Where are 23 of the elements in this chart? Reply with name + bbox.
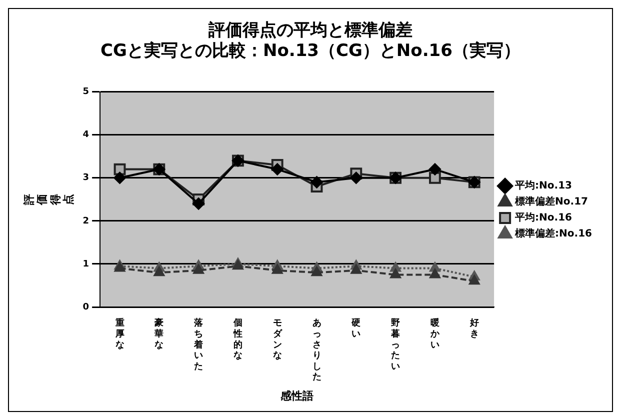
y-tick-label: 2	[82, 216, 90, 226]
x-axis-title: 感性語	[280, 389, 314, 402]
chart-title: 評価得点の平均と標準偏差 CGと実写との比較：No.13（CG）とNo.16（実写）	[100, 20, 520, 62]
x-tick-label: 重厚な	[114, 318, 124, 350]
y-tick-label: 1	[82, 259, 90, 270]
x-tick-label: 豪華な	[154, 318, 164, 350]
y-tick-label: 0	[82, 302, 90, 312]
x-tick-label: あっさりした	[312, 318, 322, 383]
x-tick-label: 好き	[468, 318, 479, 340]
x-tick-label: 落ち着いた	[193, 318, 204, 372]
legend-label: 平均:No.13	[514, 180, 572, 192]
legend-label: 標準偏差:No.16	[514, 228, 592, 240]
y-axis-title: 評価得点	[22, 194, 76, 206]
y-tick-label: 3	[82, 173, 90, 184]
x-tick-label: 野暮ったい	[390, 318, 400, 372]
y-tick-label: 4	[82, 130, 90, 140]
legend-label: 平均:No.16	[514, 212, 572, 224]
x-tick-label: 暖かい	[429, 318, 440, 350]
legend-label: 標準偏差No.17	[514, 196, 588, 208]
x-tick-label: モダンな	[272, 318, 283, 362]
y-tick-label: 5	[82, 87, 90, 98]
x-tick-label: 個性的な	[232, 318, 242, 362]
x-tick-label: 硬い	[350, 318, 361, 340]
